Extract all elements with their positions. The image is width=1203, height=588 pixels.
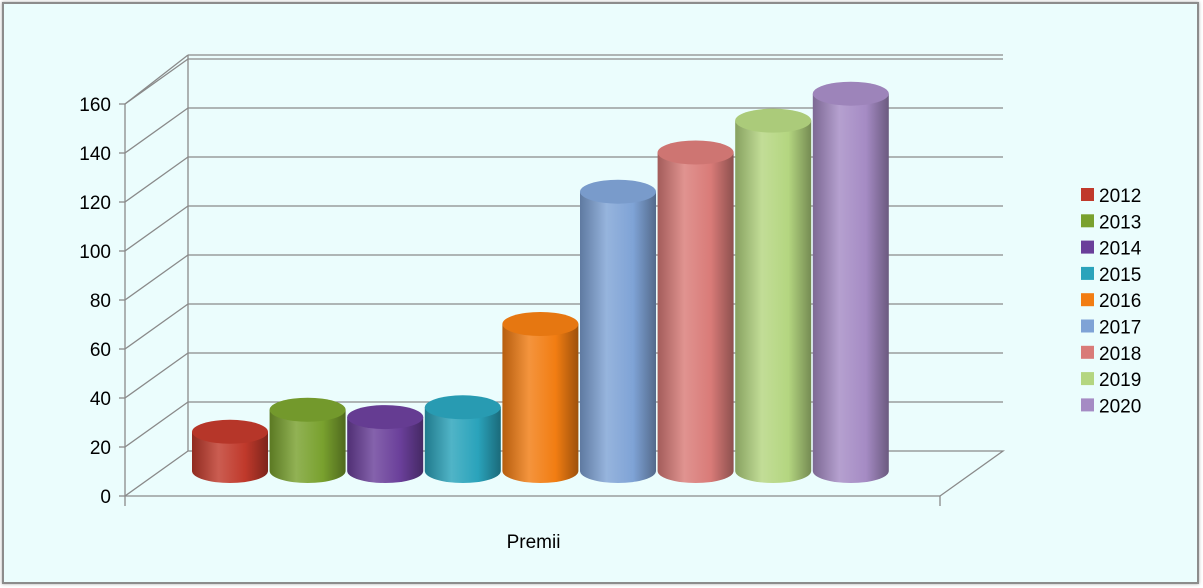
y-axis-tick-labels: 0 20 40 60 80 100 120 140 160 [79, 95, 111, 508]
y-tick-label: 40 [90, 389, 111, 410]
legend-label: 2020 [1099, 396, 1141, 417]
bar-2014 [347, 405, 424, 483]
y-tick-label: 20 [90, 438, 111, 459]
legend-item-2012: 2012 [1081, 186, 1141, 207]
bar-body [502, 324, 579, 483]
legend-swatch [1081, 372, 1094, 386]
bar-2016 [502, 312, 579, 483]
y-tick-label: 120 [79, 193, 111, 214]
legend-swatch [1081, 214, 1094, 228]
legend-item-2013: 2013 [1081, 212, 1141, 233]
bar-top [502, 312, 579, 336]
bar-body [580, 191, 656, 483]
legend-label: 2013 [1099, 212, 1141, 233]
bars [192, 81, 889, 484]
legend-swatch [1081, 319, 1094, 333]
bar-body [657, 152, 734, 483]
y-tick-label: 80 [90, 291, 111, 312]
bar-body [347, 417, 424, 483]
legend-label: 2012 [1099, 186, 1141, 207]
bar-top [580, 179, 656, 204]
legend-swatch [1081, 398, 1094, 412]
bar-2018 [657, 140, 734, 483]
legend-label: 2018 [1099, 344, 1141, 365]
bar-2017 [580, 179, 656, 483]
y-tick-label: 100 [79, 242, 111, 263]
y-tick-label: 140 [79, 144, 111, 165]
bar-top [812, 81, 889, 106]
y-tick-label: 160 [79, 95, 111, 116]
axes [119, 55, 941, 506]
legend-label: 2014 [1099, 239, 1142, 260]
legend-item-2014: 2014 [1081, 239, 1142, 260]
x-tick-label: Premii [507, 532, 561, 553]
legend-swatch [1081, 293, 1094, 307]
bar-body [192, 431, 268, 483]
legend-swatch [1081, 266, 1094, 280]
legend-item-2017: 2017 [1081, 318, 1141, 339]
legend-label: 2016 [1099, 291, 1141, 312]
bar-top [192, 419, 268, 444]
x-axis-tick-labels: Premii [507, 532, 561, 553]
y-tick-label: 60 [90, 340, 111, 361]
y-tick-label: 0 [100, 487, 111, 508]
bar-2012 [192, 419, 268, 483]
bar-body [424, 407, 501, 483]
gridline [124, 54, 189, 105]
bar-top [347, 405, 424, 430]
legend-item-2020: 2020 [1081, 396, 1141, 417]
bar-2019 [735, 108, 812, 484]
bar-2015 [424, 395, 501, 483]
bar-body [269, 409, 346, 483]
bar-body [735, 120, 812, 484]
legend: 2012 2013 2014 2015 2016 2017 2018 2019 2020 [1081, 186, 1142, 417]
bar-body [812, 93, 889, 483]
legend-label: 2019 [1099, 370, 1141, 391]
legend-item-2018: 2018 [1081, 344, 1141, 365]
bar-top [269, 397, 346, 422]
bar-top [735, 108, 812, 133]
legend-label: 2017 [1099, 318, 1141, 339]
bar-2013 [269, 397, 346, 483]
legend-label: 2015 [1099, 265, 1141, 286]
legend-swatch [1081, 345, 1094, 359]
bar-top [424, 395, 501, 420]
legend-item-2016: 2016 [1081, 291, 1141, 312]
legend-item-2015: 2015 [1081, 265, 1141, 286]
legend-swatch [1081, 240, 1094, 254]
bar-top [657, 140, 734, 165]
legend-item-2019: 2019 [1081, 370, 1141, 391]
legend-swatch [1081, 188, 1094, 201]
bar-2020 [812, 81, 889, 483]
